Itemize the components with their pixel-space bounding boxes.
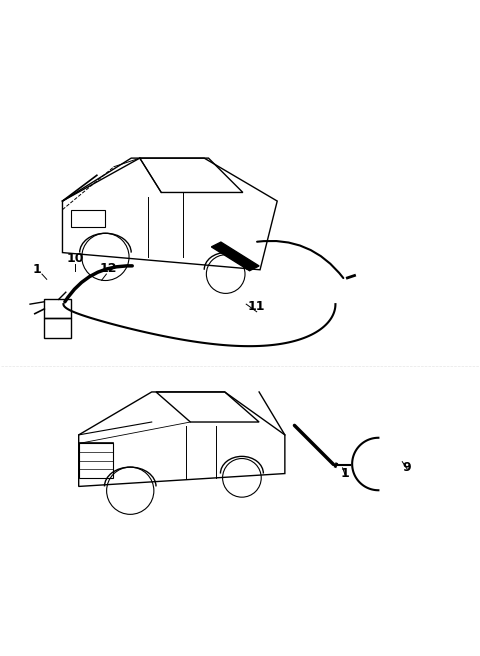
Text: 9: 9 bbox=[403, 461, 411, 474]
Text: 12: 12 bbox=[100, 262, 118, 275]
Bar bbox=[44, 299, 71, 318]
Bar bbox=[79, 443, 113, 478]
Text: 1: 1 bbox=[341, 467, 349, 480]
Polygon shape bbox=[211, 242, 259, 271]
Text: 10: 10 bbox=[67, 252, 84, 265]
Text: 1: 1 bbox=[33, 263, 42, 276]
Bar bbox=[71, 210, 106, 227]
Bar bbox=[44, 318, 71, 338]
Text: 11: 11 bbox=[248, 300, 265, 313]
